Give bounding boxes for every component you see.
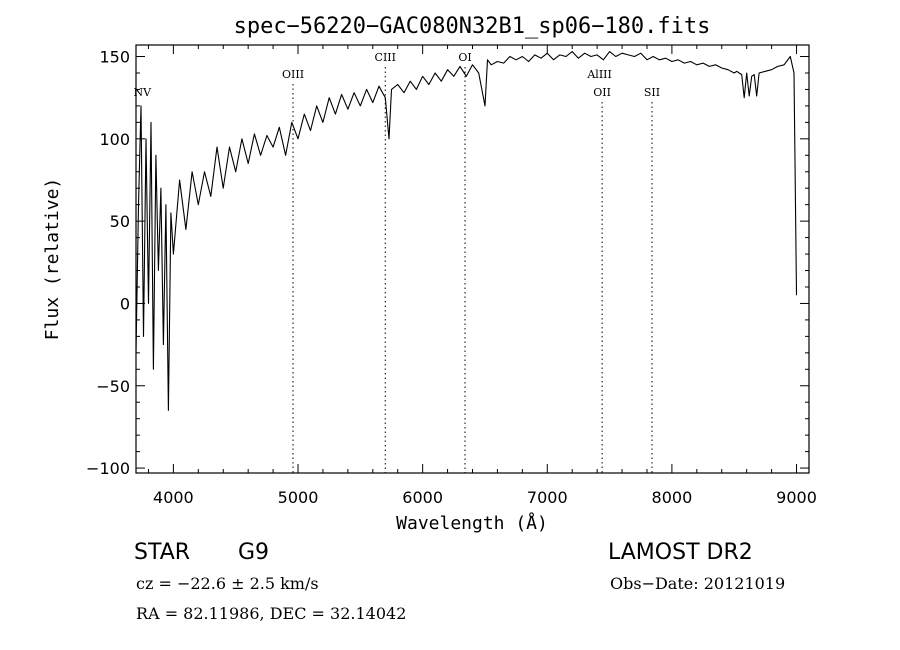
- x-axis-label: Wavelength (Å): [396, 512, 548, 534]
- line-label-nv: NV: [133, 86, 152, 99]
- y-tick-label: −100: [86, 459, 130, 478]
- object-class: STAR: [134, 540, 191, 565]
- object-subclass: G9: [238, 540, 270, 565]
- line-label-aliii: AlIII: [586, 68, 612, 81]
- x-tick-label: 4000: [153, 488, 194, 507]
- line-label-ciii: CIII: [375, 51, 396, 64]
- y-tick-label: 0: [120, 294, 130, 313]
- y-tick-label: 100: [99, 130, 130, 149]
- redshift-readout: cz = −22.6 ± 2.5 km/s: [136, 574, 319, 593]
- chart-title: spec−56220−GAC080N32B1_sp06−180.fits: [234, 14, 711, 39]
- line-label-oi: OI: [458, 51, 471, 64]
- obs-date-readout: Obs−Date: 20121019: [610, 574, 786, 593]
- x-tick-label: 7000: [527, 488, 568, 507]
- line-label-sii: SII: [644, 86, 660, 99]
- x-tick-label: 5000: [278, 488, 319, 507]
- line-marker-layer: NV OIII CIII OI AlIII OII SII: [133, 51, 660, 473]
- y-axis-label: Flux (relative): [42, 178, 63, 341]
- axis-layer: 4000 5000 6000 7000 8000 9000 −100 −50 0 50 100 150: [86, 45, 817, 507]
- x-tick-label: 6000: [402, 488, 443, 507]
- series-layer: [135, 51, 798, 411]
- plot-frame: [135, 44, 810, 474]
- x-tick-label: 9000: [776, 488, 817, 507]
- coordinates-readout: RA = 82.11986, DEC = 32.14042: [136, 604, 407, 623]
- spectrum-chart: spec−56220−GAC080N32B1_sp06−180.fits NV O…: [42, 14, 817, 534]
- line-label-oiii: OIII: [282, 68, 304, 81]
- survey-label: LAMOST DR2: [608, 540, 753, 565]
- y-tick-label: 50: [110, 212, 130, 231]
- y-tick-label: 150: [99, 48, 130, 67]
- y-tick-label: −50: [96, 377, 130, 396]
- spectrum-series-line: [135, 51, 798, 411]
- x-tick-label: 8000: [652, 488, 693, 507]
- line-label-oii: OII: [593, 86, 611, 99]
